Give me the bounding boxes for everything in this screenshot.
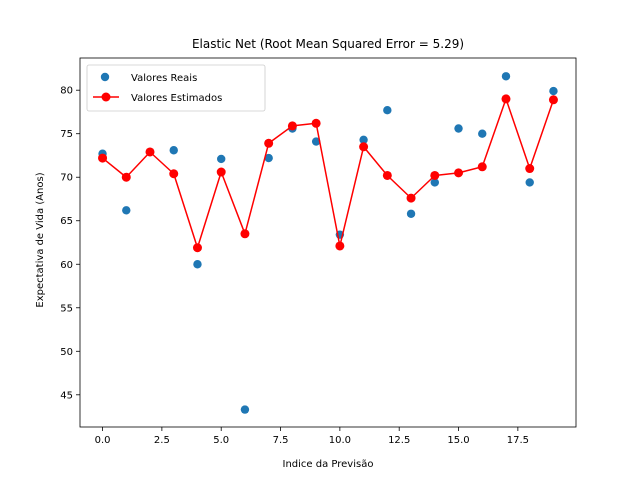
legend-estimated-label: Valores Estimados <box>131 93 222 104</box>
real-value-point <box>122 206 131 215</box>
y-axis-label: Expectativa de Vida (Anos) <box>35 172 46 307</box>
y-axis: 45 50 55 60 65 70 75 80 <box>60 86 80 401</box>
real-value-point <box>311 137 321 146</box>
legend-real-label: Valores Reais <box>131 73 197 84</box>
estimated-value-point <box>406 193 416 203</box>
real-value-point <box>406 209 416 218</box>
plot-area <box>79 57 577 428</box>
real-value-point <box>240 405 250 414</box>
x-tick-label: 7.5 <box>273 435 289 446</box>
estimated-value-point <box>311 118 321 128</box>
x-tick-label: 10.0 <box>329 435 351 446</box>
real-value-point <box>169 146 178 155</box>
y-tick-label: 70 <box>60 173 73 184</box>
real-value-point <box>430 178 439 187</box>
estimated-value-point <box>382 170 392 180</box>
real-value-point <box>359 135 368 145</box>
legend: Valores Reais Valores Estimados <box>86 64 266 112</box>
estimated-value-point <box>98 153 108 163</box>
estimated-value-point <box>548 95 558 105</box>
estimated-value-point <box>335 241 345 251</box>
real-value-point <box>193 260 202 269</box>
y-tick-label: 65 <box>60 216 73 227</box>
chart-title: Elastic Net (Root Mean Squared Error = 5… <box>192 37 464 51</box>
real-value-point <box>217 154 226 164</box>
estimated-value-point <box>216 167 226 177</box>
estimated-value-point <box>430 170 440 180</box>
estimated-value-point <box>240 229 250 239</box>
x-axis-label: Indice da Previsão <box>283 459 374 470</box>
real-value-point <box>264 153 273 163</box>
legend-box <box>86 64 266 112</box>
y-tick-label: 55 <box>60 303 73 314</box>
real-value-point <box>549 86 558 96</box>
x-tick-label: 12.5 <box>388 435 410 446</box>
estimated-value-point <box>121 172 131 182</box>
y-tick-label: 80 <box>60 86 73 97</box>
real-value-point <box>383 106 392 115</box>
x-tick-label: 2.5 <box>154 435 170 446</box>
estimated-value-point <box>525 164 535 174</box>
estimated-value-point <box>192 243 202 253</box>
estimated-value-point <box>501 94 511 104</box>
axes-frame <box>79 57 577 428</box>
real-value-point <box>501 72 511 81</box>
real-value-point <box>454 124 463 133</box>
real-value-point <box>478 129 487 138</box>
x-tick-label: 15.0 <box>447 435 469 446</box>
x-tick-label: 0.0 <box>95 435 111 446</box>
estimated-value-point <box>477 162 487 172</box>
x-tick-label: 5.0 <box>213 435 229 446</box>
estimated-value-point <box>169 169 179 179</box>
y-tick-label: 75 <box>60 129 73 140</box>
x-axis: 0.0 2.5 5.0 7.5 10.0 12.5 15.0 17.5 <box>95 427 529 446</box>
estimated-value-point <box>145 147 155 157</box>
estimated-value-point <box>454 168 464 178</box>
real-value-point <box>525 178 534 187</box>
estimated-value-point <box>264 138 274 148</box>
y-tick-label: 60 <box>60 260 73 271</box>
estimated-value-point <box>359 142 369 152</box>
legend-real-marker <box>100 72 110 82</box>
y-tick-label: 50 <box>60 347 73 358</box>
x-tick-label: 17.5 <box>507 435 529 446</box>
legend-estimated-marker <box>101 92 111 102</box>
y-tick-label: 45 <box>60 390 73 401</box>
estimated-value-point <box>287 121 297 131</box>
